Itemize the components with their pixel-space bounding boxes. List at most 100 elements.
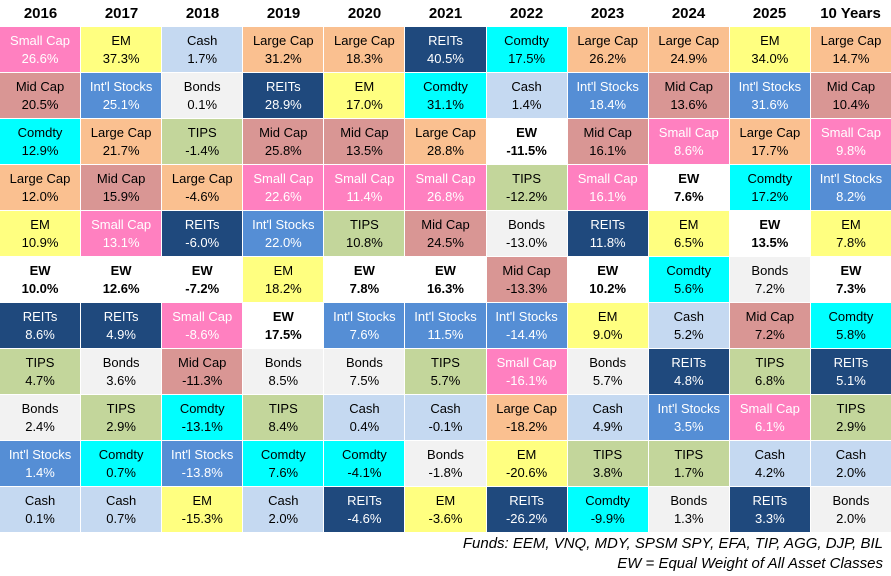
- return-value: 11.5%: [427, 326, 464, 342]
- asset-label: Cash: [754, 446, 786, 462]
- return-cell: EW 10.0%: [0, 257, 81, 302]
- return-value: 12.9%: [21, 142, 59, 158]
- year-header-2022: 2022: [509, 5, 544, 22]
- return-cell: TIPS 2.9%: [81, 395, 162, 440]
- return-cell: Bonds 0.1%: [162, 73, 243, 118]
- return-cell: Small Cap 13.1%: [81, 211, 162, 256]
- return-cell: Bonds 1.3%: [648, 487, 729, 532]
- asset-label: Int'l Stocks: [89, 78, 153, 94]
- return-value: 7.3%: [836, 280, 866, 296]
- return-value: 5.8%: [836, 326, 866, 342]
- return-value: 22.0%: [264, 234, 302, 250]
- return-cell: REITs 28.9%: [243, 73, 324, 118]
- asset-label: Mid Cap: [826, 78, 876, 94]
- asset-label: REITs: [590, 216, 625, 232]
- return-cell: Int'l Stocks -13.8%: [162, 441, 243, 486]
- return-cell: Int'l Stocks 3.5%: [648, 395, 729, 440]
- asset-label: Small Cap: [253, 170, 314, 186]
- asset-label: Bonds: [102, 354, 140, 370]
- return-value: 0.7%: [106, 510, 136, 526]
- return-value: 6.5%: [673, 234, 704, 250]
- return-value: 17.7%: [751, 142, 789, 158]
- asset-label: Int'l Stocks: [576, 78, 639, 94]
- return-cell: EW 7.8%: [324, 257, 405, 302]
- return-value: -20.6%: [505, 464, 548, 480]
- return-value: 37.3%: [102, 50, 140, 66]
- return-value: 12.0%: [21, 188, 59, 204]
- return-value: -9.9%: [590, 510, 625, 526]
- asset-label: Large Cap: [820, 32, 882, 48]
- return-cell: EM 17.0%: [324, 73, 405, 118]
- return-cell: Large Cap 28.8%: [405, 119, 486, 164]
- asset-label: Bonds: [589, 354, 627, 370]
- year-header-10-years: 10 Years: [820, 5, 881, 22]
- return-cell: Int'l Stocks 31.6%: [729, 73, 810, 118]
- asset-label: Bonds: [508, 216, 546, 232]
- return-value: 2.9%: [836, 418, 866, 434]
- return-cell: Bonds 7.5%: [324, 349, 405, 394]
- return-value: 1.4%: [25, 464, 55, 480]
- return-value: -8.6%: [185, 326, 220, 342]
- asset-label: EW: [29, 262, 51, 278]
- return-value: 11.4%: [346, 188, 383, 204]
- asset-label: TIPS: [674, 446, 704, 462]
- return-cell: Large Cap 21.7%: [81, 119, 162, 164]
- return-cell: Small Cap 26.8%: [405, 165, 486, 210]
- return-cell: Cash -0.1%: [405, 395, 486, 440]
- return-cell: Mid Cap -13.3%: [486, 257, 567, 302]
- return-cell: REITs 5.1%: [810, 349, 891, 394]
- return-value: 31.2%: [264, 50, 302, 66]
- asset-label: REITs: [752, 492, 788, 508]
- asset-label: Large Cap: [90, 124, 152, 140]
- asset-label: Comdty: [585, 492, 631, 508]
- return-value: 8.2%: [836, 188, 866, 204]
- return-value: 8.6%: [673, 142, 704, 158]
- asset-label: REITs: [671, 354, 707, 370]
- asset-label: Mid Cap: [664, 78, 713, 94]
- asset-label: TIPS: [431, 354, 460, 370]
- asset-label: Bonds: [751, 262, 789, 278]
- asset-label: Large Cap: [496, 400, 557, 416]
- asset-label: Cash: [835, 446, 867, 462]
- return-value: 7.2%: [755, 326, 785, 342]
- return-cell: EW -11.5%: [486, 119, 567, 164]
- return-value: 10.4%: [832, 96, 870, 112]
- asset-label: REITs: [184, 216, 220, 232]
- asset-label: EW: [759, 216, 781, 232]
- return-value: 2.0%: [836, 464, 866, 480]
- asset-label: EW: [840, 262, 862, 278]
- asset-label: Int'l Stocks: [738, 78, 802, 94]
- asset-label: Cash: [24, 492, 56, 508]
- return-value: 10.8%: [345, 234, 383, 250]
- return-cell: Comdty 0.7%: [81, 441, 162, 486]
- return-cell: Comdty 12.9%: [0, 119, 81, 164]
- asset-label: Comdty: [666, 262, 712, 278]
- asset-label: Bonds: [264, 354, 302, 370]
- asset-label: Comdty: [423, 78, 468, 94]
- year-header-2017: 2017: [104, 5, 139, 22]
- return-value: 7.8%: [836, 234, 866, 250]
- return-cell: REITs 4.9%: [81, 303, 162, 348]
- return-value: 25.8%: [264, 142, 302, 158]
- return-value: 8.4%: [268, 418, 299, 434]
- asset-label: REITs: [103, 308, 139, 324]
- return-value: 5.7%: [430, 372, 461, 388]
- return-cell: Bonds 8.5%: [243, 349, 324, 394]
- return-cell: REITs -26.2%: [486, 487, 567, 532]
- return-cell: Small Cap -16.1%: [486, 349, 567, 394]
- year-header-2025: 2025: [752, 5, 787, 22]
- return-value: 6.1%: [755, 418, 785, 434]
- asset-label: REITs: [428, 32, 463, 48]
- return-value: 0.1%: [187, 96, 218, 112]
- asset-label: EW: [597, 262, 619, 278]
- asset-label: TIPS: [512, 170, 542, 186]
- asset-label: Bonds: [427, 446, 464, 462]
- asset-label: Mid Cap: [583, 124, 632, 140]
- return-cell: Cash 0.1%: [0, 487, 81, 532]
- asset-label: EM: [354, 78, 375, 94]
- return-value: 1.3%: [673, 510, 704, 526]
- return-value: -13.8%: [181, 464, 223, 480]
- asset-label: Bonds: [670, 492, 708, 508]
- return-cell: Mid Cap 13.6%: [648, 73, 729, 118]
- return-value: -6.0%: [185, 234, 220, 250]
